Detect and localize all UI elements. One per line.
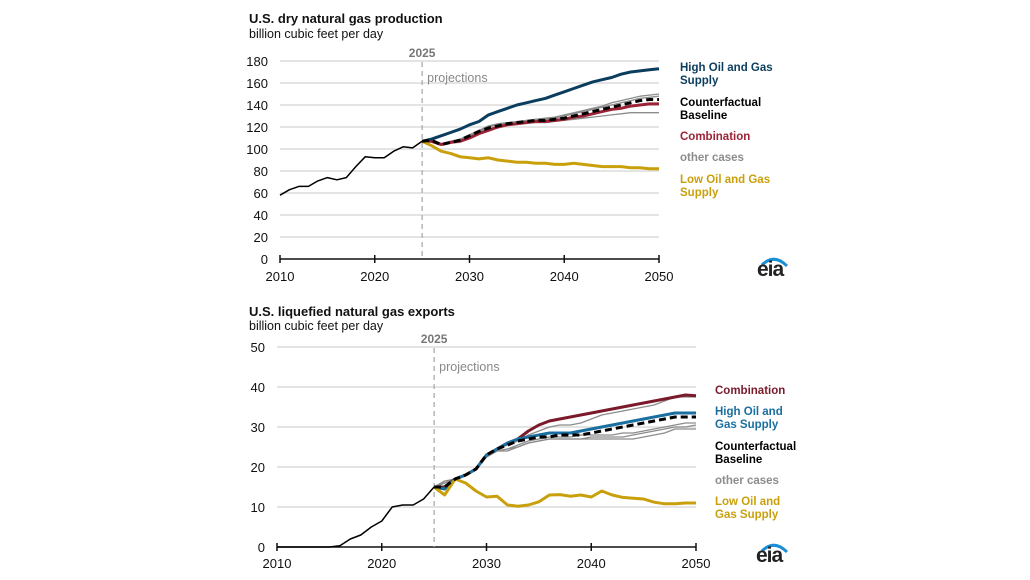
x-tick-label: 2040 (577, 556, 606, 571)
y-tick-label: 100 (246, 142, 268, 157)
y-unit-production: billion cubic feet per day (249, 27, 384, 41)
x-tick-label: 2020 (360, 269, 389, 284)
series-line-counterfactual-baseline (421, 98, 659, 147)
legend-baseline: Counterfactual Baseline (680, 97, 762, 122)
y-tick-label: 30 (251, 420, 265, 435)
legend-low-supply: Low Oil and Gas Supply (680, 174, 771, 199)
series-line-history (279, 140, 423, 196)
legend-high-supply: High Oil and Gas Supply (680, 62, 773, 87)
chart-title-production: U.S. dry natural gas production (249, 11, 443, 26)
eia-logo: eia (756, 544, 783, 567)
eia-logo-arc-icon (760, 257, 789, 268)
projections-label: projections (439, 360, 499, 374)
projections-label: projections (427, 71, 487, 85)
legend-other-cases: other cases (680, 152, 744, 164)
y-tick-label: 160 (246, 76, 268, 91)
x-tick-label: 2020 (367, 556, 396, 571)
series-line-other-cases (433, 428, 696, 488)
x-tick-label: 2030 (472, 556, 501, 571)
y-tick-label: 80 (254, 164, 268, 179)
legend-combination: Combination (680, 131, 751, 143)
y-unit-lng: billion cubic feet per day (249, 319, 384, 333)
chart-title-lng: U.S. liquefied natural gas exports (249, 304, 455, 319)
legend-high-supply: High Oil and Gas Supply (715, 406, 783, 431)
y-tick-label: 20 (251, 460, 265, 475)
y-tick-label: 120 (246, 120, 268, 135)
x-tick-label: 2050 (682, 556, 711, 571)
x-tick-label: 2010 (263, 556, 292, 571)
y-tick-label: 60 (254, 186, 268, 201)
series-line-history (277, 486, 435, 548)
series-line-high-oil-and-gas-supply (421, 67, 660, 143)
y-tick-label: 0 (258, 540, 265, 555)
x-tick-label: 2010 (266, 269, 295, 284)
y-tick-label: 10 (251, 500, 265, 515)
series-line-low-oil-and-gas-supply (433, 477, 696, 508)
y-tick-label: 50 (251, 340, 265, 355)
y-tick-label: 20 (254, 230, 268, 245)
series-line-other-cases (433, 396, 696, 488)
y-tick-label: 0 (261, 252, 268, 267)
x-tick-label: 2030 (455, 269, 484, 284)
eia-logo-arc-icon (760, 543, 789, 554)
y-tick-label: 40 (251, 380, 265, 395)
x-tick-label: 2050 (645, 269, 674, 284)
series-line-counterfactual-baseline (434, 415, 696, 489)
y-tick-label: 180 (246, 54, 268, 69)
marker-year-label: 2025 (421, 332, 448, 346)
y-tick-label: 40 (254, 208, 268, 223)
eia-logo: eia (757, 258, 784, 281)
legend-baseline: Counterfactual Baseline (715, 441, 797, 466)
series-line-combination (422, 102, 659, 147)
marker-year-label: 2025 (409, 46, 436, 60)
legend-combination: Combination (715, 385, 786, 397)
legend-low-supply: Low Oil and Gas Supply (715, 496, 781, 521)
x-tick-label: 2040 (550, 269, 579, 284)
legend-other-cases: other cases (715, 475, 779, 487)
series-line-low-oil-and-gas-supply (421, 139, 659, 171)
series-line-combination (434, 393, 697, 489)
y-tick-label: 140 (246, 98, 268, 113)
